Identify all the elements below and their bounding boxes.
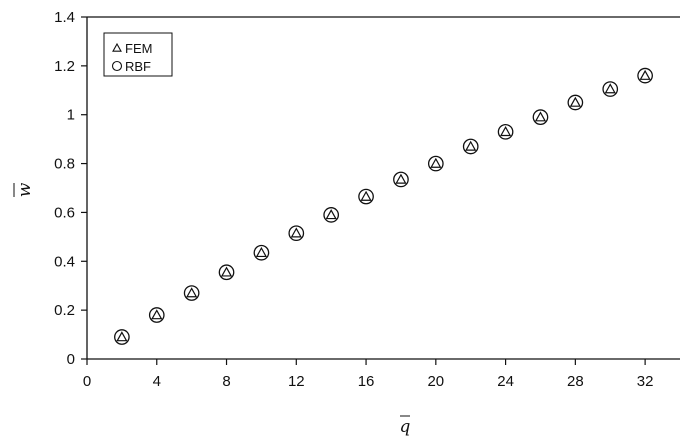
legend-label-rbf: RBF <box>125 59 151 74</box>
x-tick-label: 4 <box>153 373 161 390</box>
legend: FEM RBF <box>104 33 172 76</box>
data-point-fem <box>536 113 545 121</box>
x-tick-label: 28 <box>567 373 584 390</box>
data-point-fem <box>431 159 440 167</box>
data-point-fem <box>327 210 336 218</box>
y-tick-label: 1.2 <box>54 58 75 75</box>
y-tick-label: 1.4 <box>54 9 75 26</box>
data-point-fem <box>641 71 650 79</box>
x-tick-label: 8 <box>222 373 230 390</box>
x-axis-title-group: q <box>400 416 411 437</box>
x-tick-label: 0 <box>83 373 91 390</box>
legend-label-fem: FEM <box>125 41 152 56</box>
data-point-fem <box>361 192 370 200</box>
data-point-fem <box>396 175 405 183</box>
y-axis-title: w <box>15 182 35 197</box>
plot-frame <box>87 17 680 359</box>
data-point-fem <box>606 84 615 92</box>
data-point-fem <box>222 268 231 276</box>
y-tick-label: 0.4 <box>54 253 75 270</box>
y-tick-label: 0 <box>67 351 75 368</box>
data-point-fem <box>292 229 301 237</box>
plot-markers <box>115 68 653 344</box>
x-tick-label: 32 <box>637 373 654 390</box>
x-tick-label: 12 <box>288 373 305 390</box>
data-point-fem <box>466 142 475 150</box>
x-tick-label: 24 <box>497 373 514 390</box>
data-point-fem <box>501 127 510 135</box>
y-tick-label: 0.8 <box>54 156 75 173</box>
data-point-fem <box>187 288 196 296</box>
data-point-fem <box>152 310 161 318</box>
y-tick-label: 1 <box>67 107 75 124</box>
x-tick-label: 16 <box>358 373 375 390</box>
x-axis-title: q <box>400 417 411 437</box>
y-tick-label: 0.2 <box>54 302 75 319</box>
data-point-fem <box>117 332 126 340</box>
x-axis: 0 4 8 12 16 20 24 28 32 <box>83 359 654 390</box>
x-tick-label: 20 <box>427 373 444 390</box>
y-tick-label: 0.6 <box>54 204 75 221</box>
y-axis-title-group: w <box>14 182 35 197</box>
data-point-fem <box>257 248 266 256</box>
data-point-fem <box>571 98 580 106</box>
y-axis: 0 0.2 0.4 0.6 0.8 1 1.2 1.4 <box>54 9 87 368</box>
